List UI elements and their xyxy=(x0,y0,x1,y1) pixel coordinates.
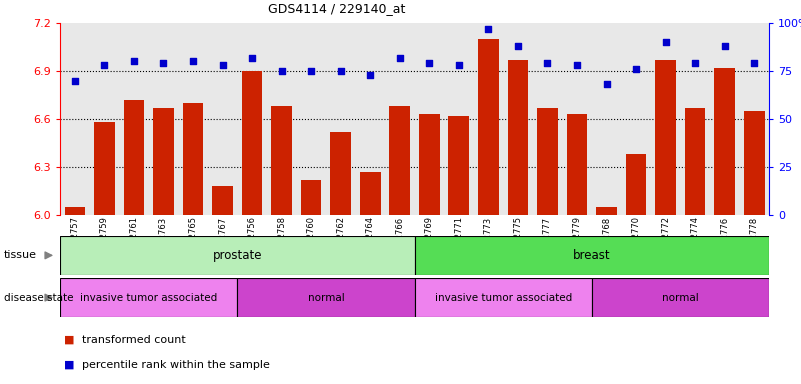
Point xyxy=(98,62,111,68)
Bar xyxy=(330,132,351,215)
Bar xyxy=(237,278,415,317)
Text: percentile rank within the sample: percentile rank within the sample xyxy=(82,360,270,370)
Point xyxy=(304,68,317,74)
Point xyxy=(570,62,583,68)
Text: transformed count: transformed count xyxy=(82,335,186,345)
Bar xyxy=(655,60,676,215)
Point xyxy=(748,60,761,66)
Bar xyxy=(60,236,415,275)
Bar xyxy=(685,108,706,215)
Bar xyxy=(478,39,499,215)
Point xyxy=(276,68,288,74)
Bar xyxy=(212,186,233,215)
Text: normal: normal xyxy=(662,293,698,303)
Bar xyxy=(360,172,380,215)
Point xyxy=(246,55,259,61)
Bar xyxy=(301,180,321,215)
Bar xyxy=(449,116,469,215)
Point xyxy=(157,60,170,66)
Bar xyxy=(123,100,144,215)
Bar xyxy=(566,114,587,215)
Point xyxy=(334,68,347,74)
Bar xyxy=(744,111,764,215)
Bar xyxy=(94,122,115,215)
Bar xyxy=(537,108,557,215)
Text: prostate: prostate xyxy=(212,249,262,262)
Text: GDS4114 / 229140_at: GDS4114 / 229140_at xyxy=(268,2,405,15)
Text: normal: normal xyxy=(308,293,344,303)
Bar xyxy=(596,207,617,215)
Bar xyxy=(153,108,174,215)
Point xyxy=(659,39,672,45)
Bar xyxy=(65,207,85,215)
Bar xyxy=(242,71,263,215)
Point xyxy=(600,81,613,88)
Bar xyxy=(183,103,203,215)
Point xyxy=(541,60,553,66)
Bar xyxy=(592,278,769,317)
Point xyxy=(512,43,525,49)
Point xyxy=(187,58,199,65)
Point xyxy=(689,60,702,66)
Point xyxy=(453,62,465,68)
Text: disease state: disease state xyxy=(4,293,74,303)
Point xyxy=(423,60,436,66)
Bar xyxy=(419,114,440,215)
Point xyxy=(718,43,731,49)
Text: invasive tumor associated: invasive tumor associated xyxy=(80,293,217,303)
Point xyxy=(68,78,81,84)
Text: breast: breast xyxy=(573,249,610,262)
Text: tissue: tissue xyxy=(4,250,37,260)
Bar xyxy=(714,68,735,215)
Text: invasive tumor associated: invasive tumor associated xyxy=(434,293,572,303)
Bar xyxy=(626,154,646,215)
Point xyxy=(364,72,376,78)
Point xyxy=(482,26,495,32)
Bar xyxy=(389,106,410,215)
Bar xyxy=(508,60,528,215)
Point xyxy=(630,66,642,72)
Bar xyxy=(272,106,292,215)
Text: ■: ■ xyxy=(64,360,74,370)
Text: ■: ■ xyxy=(64,335,74,345)
Bar xyxy=(415,236,769,275)
Bar xyxy=(415,278,592,317)
Point xyxy=(393,55,406,61)
Point xyxy=(216,62,229,68)
Point xyxy=(127,58,140,65)
Bar xyxy=(60,278,237,317)
